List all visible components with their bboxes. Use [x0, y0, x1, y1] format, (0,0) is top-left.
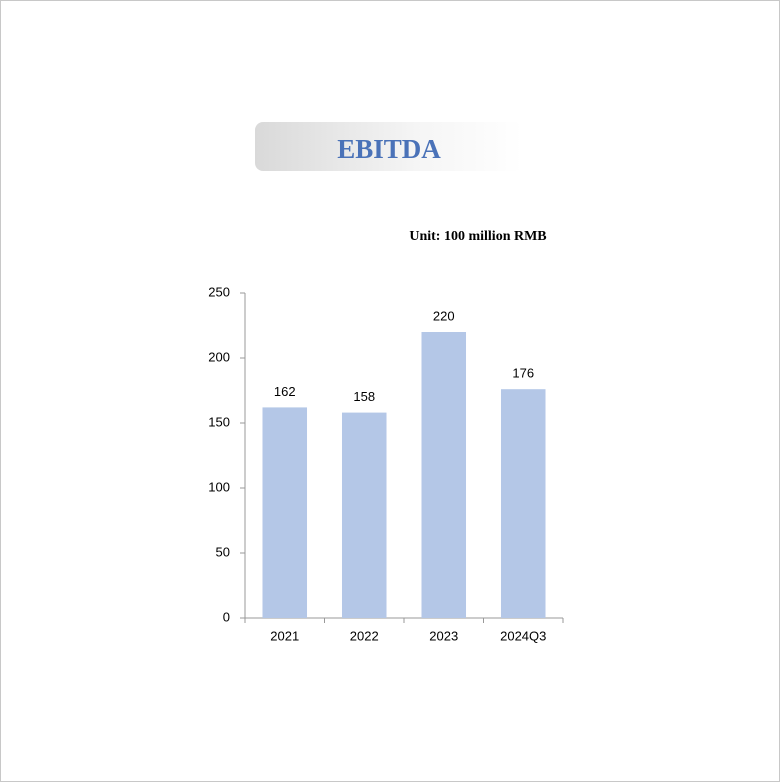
data-label: 158 — [353, 389, 375, 404]
x-tick-label: 2021 — [270, 628, 299, 643]
x-tick-label: 2022 — [350, 628, 379, 643]
x-tick-label: 2024Q3 — [500, 628, 546, 643]
y-tick-label: 50 — [216, 544, 230, 559]
bar — [341, 412, 387, 618]
chart-title: EBITDA — [337, 134, 441, 164]
x-tick-label: 2023 — [429, 628, 458, 643]
data-label: 220 — [433, 308, 455, 323]
y-tick-label: 250 — [208, 284, 230, 299]
bar — [421, 332, 467, 618]
bar — [262, 407, 308, 618]
data-label: 176 — [512, 366, 534, 381]
y-tick-label: 0 — [223, 609, 230, 624]
y-tick-label: 100 — [208, 479, 230, 494]
chart-subtitle: Unit: 100 million RMB — [409, 229, 546, 244]
y-tick-label: 150 — [208, 414, 230, 429]
title-box — [255, 122, 523, 171]
bar — [500, 389, 546, 618]
data-label: 162 — [274, 384, 296, 399]
y-tick-label: 200 — [208, 349, 230, 364]
